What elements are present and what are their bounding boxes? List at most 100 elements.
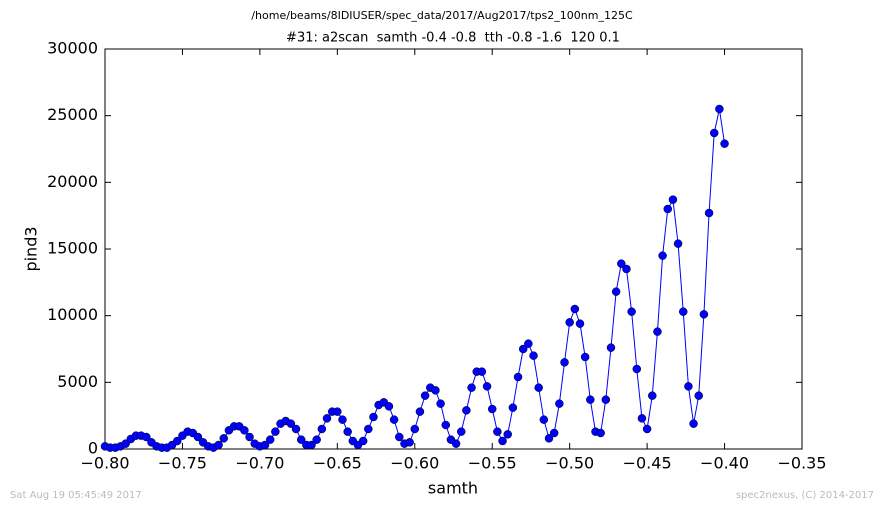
data-point xyxy=(498,436,507,446)
data-point xyxy=(467,383,476,392)
data-point xyxy=(549,428,559,438)
data-point xyxy=(704,208,714,218)
x-tick-label: −0.70 xyxy=(235,454,284,473)
data-point xyxy=(627,307,636,316)
data-point xyxy=(395,432,404,442)
data-point xyxy=(364,424,373,434)
x-tick-label: −0.60 xyxy=(390,454,439,473)
data-point xyxy=(529,351,538,360)
x-tick-label: −0.80 xyxy=(80,454,129,473)
data-point xyxy=(291,424,301,434)
x-tick-label: −0.65 xyxy=(313,454,362,473)
data-point xyxy=(219,434,229,443)
data-point xyxy=(410,424,420,434)
data-point xyxy=(343,427,352,436)
data-point xyxy=(508,403,518,412)
data-point xyxy=(487,404,497,414)
y-tick-label: 0 xyxy=(88,439,98,458)
data-point xyxy=(436,399,445,408)
x-tick-label: −0.35 xyxy=(777,454,826,473)
data-point xyxy=(673,239,683,248)
y-tick-label: 30000 xyxy=(47,39,98,58)
data-point xyxy=(482,382,492,391)
data-point xyxy=(586,395,595,404)
data-point xyxy=(245,432,254,442)
data-point xyxy=(689,419,698,428)
data-point xyxy=(611,287,621,296)
data-point xyxy=(462,406,471,415)
data-point xyxy=(193,432,203,442)
data-point xyxy=(668,195,678,204)
data-point xyxy=(534,383,543,392)
x-tick-label: −0.55 xyxy=(468,454,517,473)
data-point xyxy=(493,427,502,436)
data-point xyxy=(420,391,430,400)
data-point xyxy=(642,424,652,434)
data-point xyxy=(539,415,549,424)
data-point xyxy=(260,440,270,450)
data-point xyxy=(575,319,585,328)
data-point xyxy=(265,435,275,444)
data-point xyxy=(524,339,533,348)
x-tick-label: −0.50 xyxy=(545,454,594,473)
data-point xyxy=(560,358,569,367)
y-tick-label: 25000 xyxy=(47,105,98,124)
data-point xyxy=(580,352,590,362)
data-point xyxy=(570,304,580,314)
data-point xyxy=(214,440,223,450)
y-tick-label: 20000 xyxy=(47,172,98,191)
data-point xyxy=(286,419,296,428)
chart-subtitle: #31: a2scan samth -0.4 -0.8 tth -0.8 -1.… xyxy=(286,31,620,46)
data-point xyxy=(322,414,332,423)
footer-date: Sat Aug 19 05:45:49 2017 xyxy=(10,490,142,501)
data-point xyxy=(451,439,461,448)
data-point xyxy=(617,259,626,268)
data-point xyxy=(317,424,327,434)
data-point xyxy=(678,307,688,316)
x-axis-label: samth xyxy=(428,479,478,498)
data-point xyxy=(240,426,249,435)
data-point xyxy=(369,412,378,422)
data-point xyxy=(606,343,616,352)
x-tick-label: −0.45 xyxy=(623,454,672,473)
data-point xyxy=(555,399,564,408)
y-tick-label: 5000 xyxy=(57,372,98,391)
y-tick-label: 10000 xyxy=(47,305,98,324)
data-point xyxy=(477,367,487,376)
data-point xyxy=(637,414,647,423)
data-point xyxy=(338,415,347,424)
data-point xyxy=(565,318,574,327)
data-point xyxy=(441,420,451,430)
data-point xyxy=(456,427,466,436)
data-point xyxy=(405,438,414,447)
data-point xyxy=(663,204,673,214)
data-point xyxy=(358,436,368,446)
data-point xyxy=(384,402,394,411)
data-point xyxy=(431,386,440,395)
data-point xyxy=(596,428,605,438)
data-point xyxy=(632,364,642,374)
data-point xyxy=(699,310,709,319)
data-point xyxy=(684,382,693,391)
x-tick-label: −0.75 xyxy=(158,454,207,473)
data-point xyxy=(271,427,280,436)
x-tick-label: −0.40 xyxy=(700,454,749,473)
y-axis-label: pind3 xyxy=(22,226,41,271)
data-point xyxy=(694,391,703,400)
data-point xyxy=(715,104,724,114)
data-point xyxy=(415,407,425,416)
data-point xyxy=(296,435,306,444)
data-point xyxy=(173,436,182,446)
y-tick-label: 15000 xyxy=(47,239,98,258)
data-point xyxy=(544,434,554,443)
data-point xyxy=(720,139,729,148)
data-point xyxy=(653,327,662,336)
data-point xyxy=(312,435,321,444)
data-point xyxy=(648,391,657,400)
data-point xyxy=(518,344,528,354)
data-point xyxy=(503,430,512,439)
data-point xyxy=(389,415,399,424)
footer-credit: spec2nexus, (C) 2014-2017 xyxy=(736,490,874,501)
